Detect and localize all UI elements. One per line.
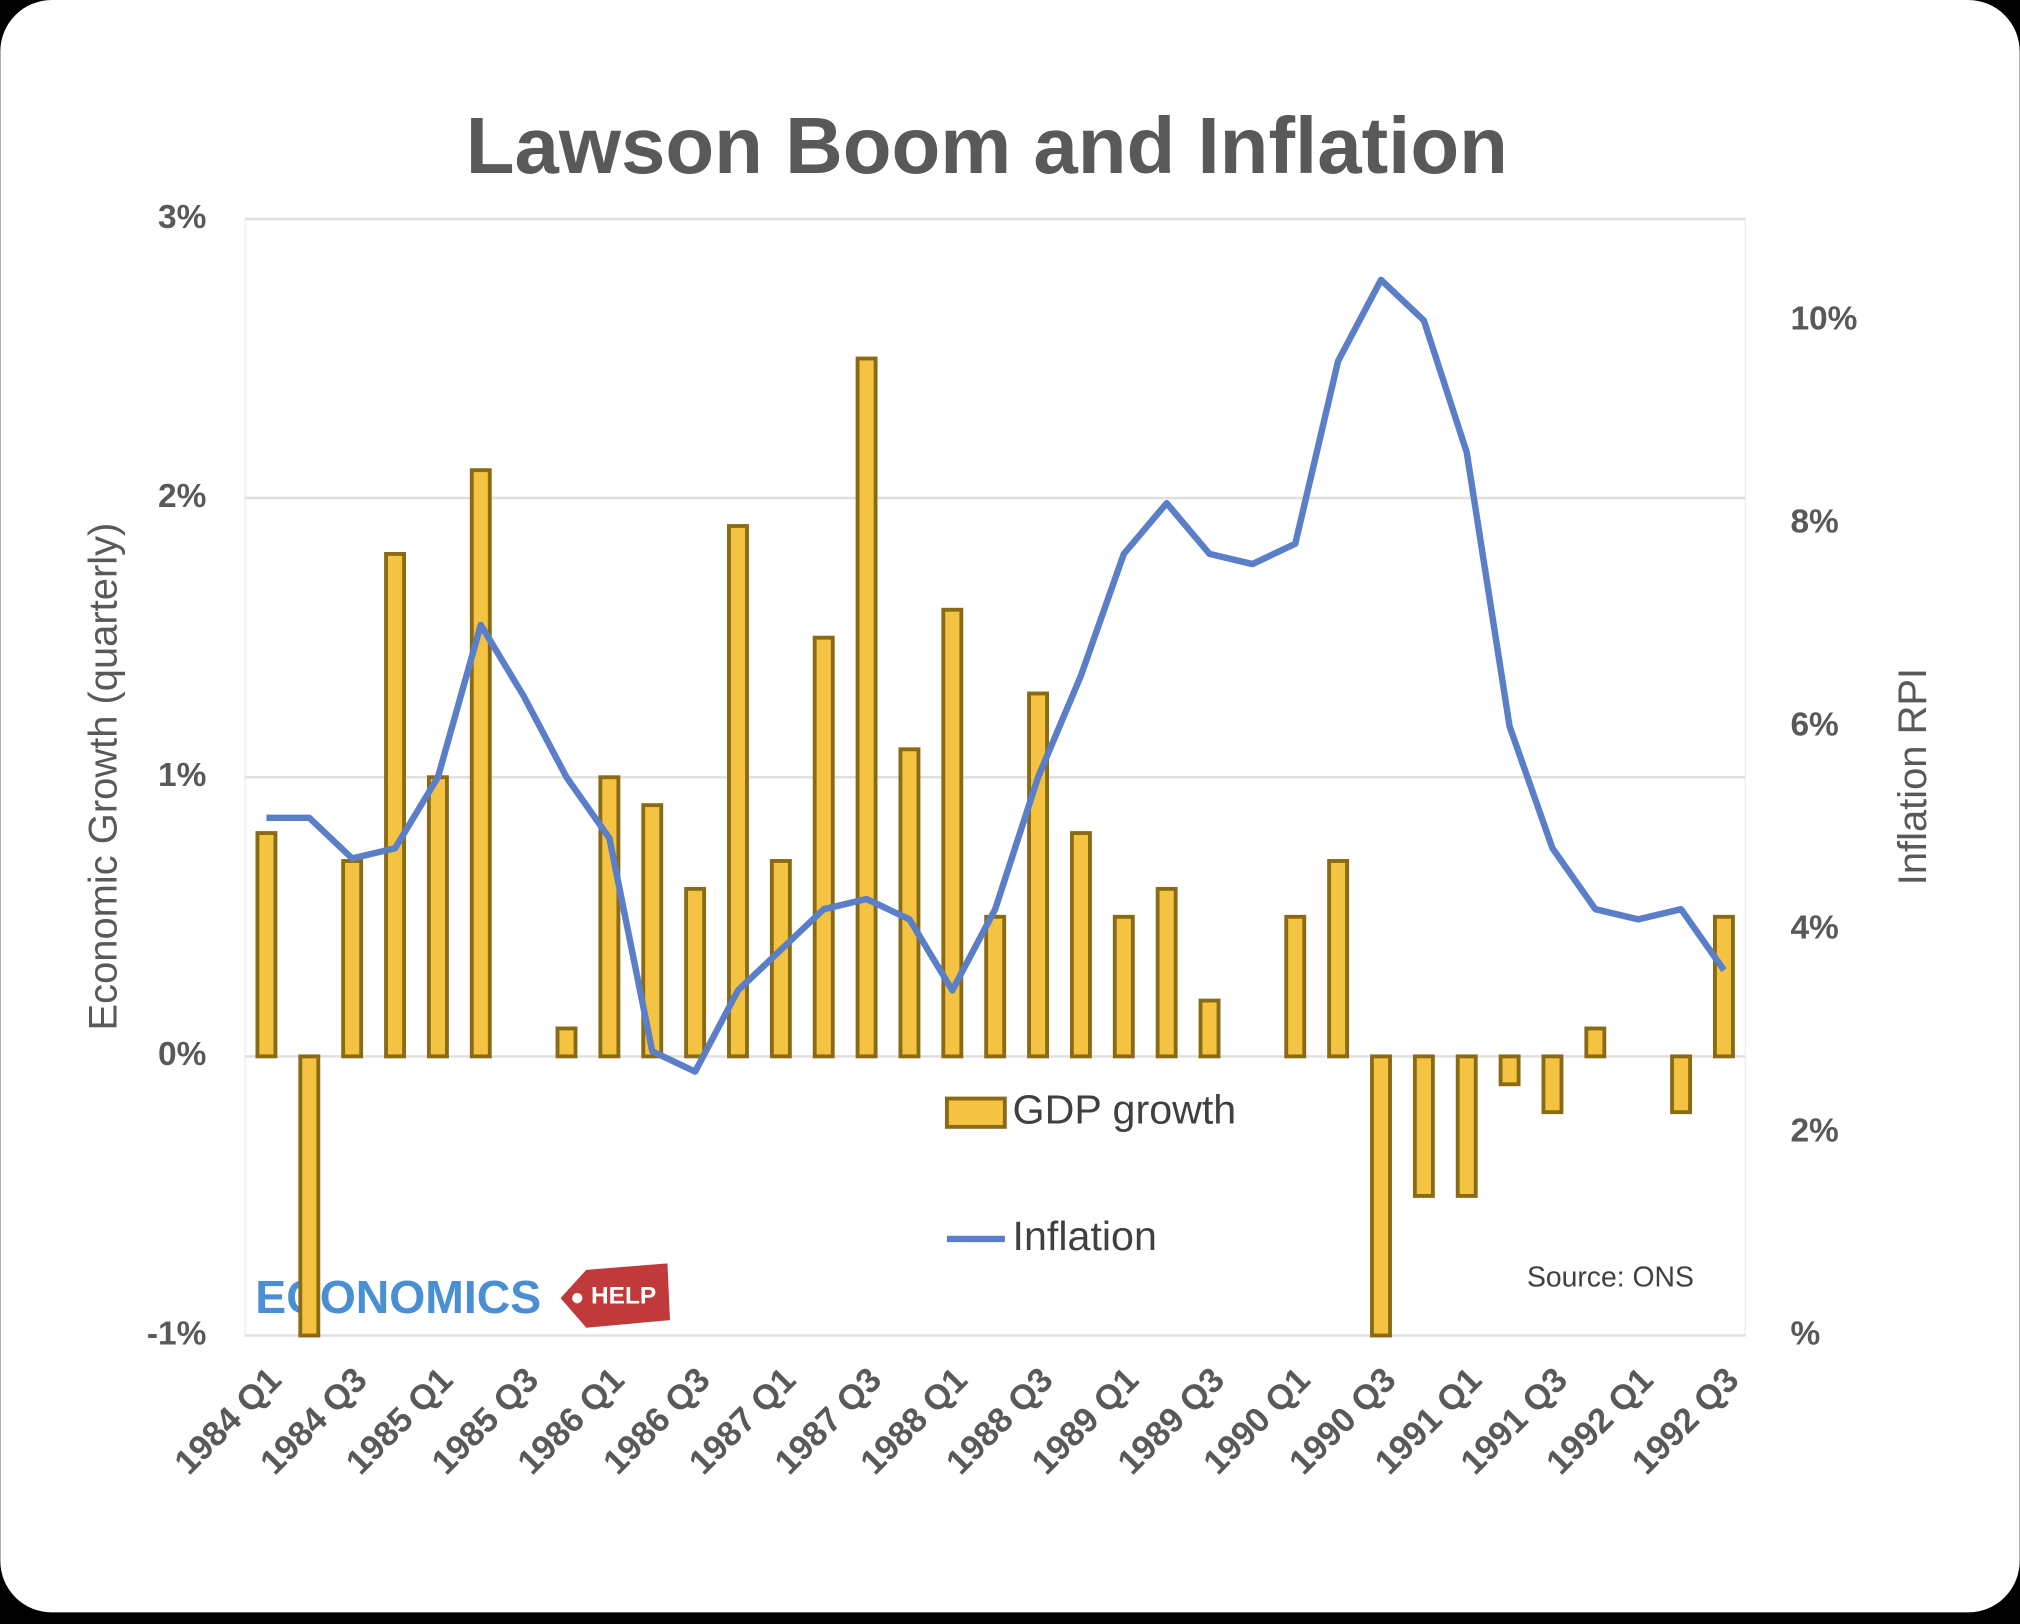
y-tick-label: 2% bbox=[158, 478, 206, 515]
y2-tick-label: 8% bbox=[1790, 503, 1838, 540]
y-tick-label: -1% bbox=[147, 1315, 207, 1352]
bar bbox=[469, 468, 492, 1059]
bar bbox=[555, 1026, 578, 1059]
bar bbox=[1112, 914, 1135, 1059]
bar bbox=[1670, 1054, 1693, 1115]
bar bbox=[1370, 1054, 1392, 1338]
y2-tick-label: % bbox=[1790, 1315, 1820, 1352]
bar bbox=[341, 859, 364, 1059]
bar bbox=[1712, 914, 1735, 1059]
legend-label: GDP growth bbox=[1013, 1087, 1237, 1133]
legend-label: Inflation bbox=[1013, 1213, 1157, 1259]
bar bbox=[1069, 831, 1092, 1059]
bar bbox=[1584, 1026, 1607, 1059]
bar bbox=[941, 607, 964, 1059]
bar bbox=[1284, 914, 1307, 1059]
bar bbox=[727, 524, 749, 1059]
bar bbox=[1541, 1054, 1564, 1115]
y2-tick-label: 10% bbox=[1790, 300, 1857, 337]
bar bbox=[855, 356, 878, 1059]
logo-tag-text: HELP bbox=[591, 1282, 656, 1309]
logo-hole bbox=[572, 1293, 583, 1304]
bar bbox=[1455, 1054, 1478, 1198]
bar bbox=[684, 886, 707, 1059]
y-axis-title: Economic Growth (quarterly) bbox=[81, 523, 125, 1031]
bar bbox=[984, 914, 1007, 1059]
bar bbox=[812, 635, 835, 1059]
chart-title: Lawson Boom and Inflation bbox=[466, 101, 1508, 190]
y-tick-label: 1% bbox=[158, 757, 206, 794]
bar bbox=[255, 831, 278, 1059]
bar bbox=[1498, 1054, 1521, 1087]
y-tick-label: 0% bbox=[158, 1036, 206, 1073]
bar bbox=[1412, 1054, 1435, 1198]
bar bbox=[1327, 859, 1350, 1059]
y-tick-label: 3% bbox=[158, 199, 206, 236]
bar bbox=[384, 551, 406, 1059]
bar bbox=[1198, 998, 1221, 1059]
bar bbox=[598, 775, 621, 1059]
bar bbox=[1027, 691, 1050, 1059]
legend-swatch bbox=[944, 1096, 1007, 1129]
source-note: Source: ONS bbox=[1527, 1261, 1694, 1293]
y2-tick-label: 6% bbox=[1790, 706, 1838, 743]
logo-main: ECONOMICS bbox=[255, 1271, 541, 1323]
bar bbox=[1155, 886, 1178, 1059]
line bbox=[266, 276, 1727, 1075]
bar bbox=[298, 1054, 321, 1338]
y2-tick-label: 4% bbox=[1790, 909, 1838, 946]
y2-axis-title: Inflation RPI bbox=[1891, 668, 1935, 885]
bar bbox=[898, 747, 921, 1059]
logo-tag bbox=[560, 1263, 671, 1328]
bar bbox=[641, 803, 664, 1059]
bar bbox=[426, 775, 449, 1059]
y2-tick-label: 2% bbox=[1790, 1112, 1838, 1149]
